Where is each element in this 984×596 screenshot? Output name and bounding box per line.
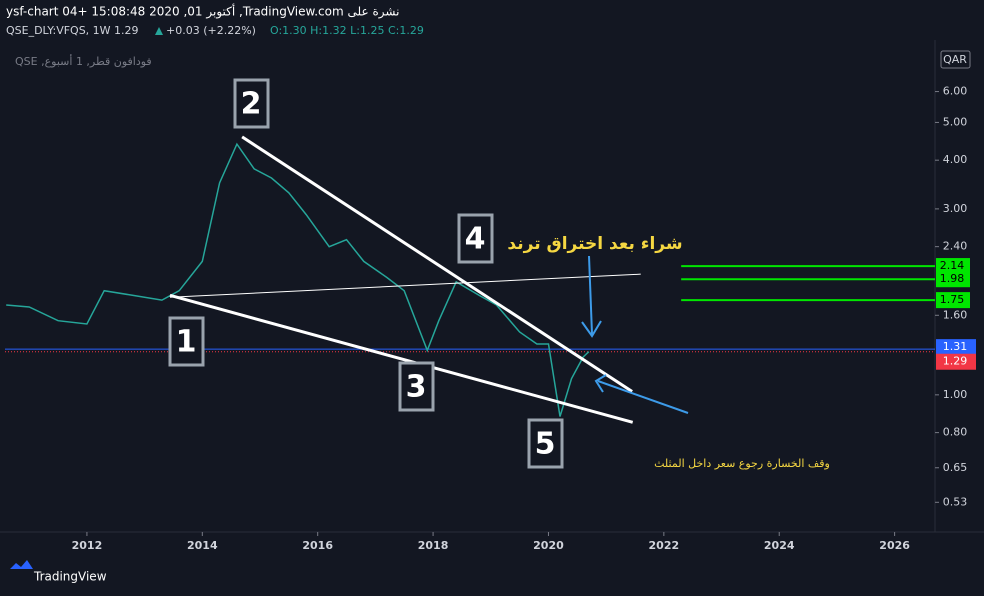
- trendline: [169, 273, 641, 298]
- level-label: 2.14: [940, 259, 965, 272]
- up-arrow: [155, 27, 163, 35]
- trendline: [241, 135, 633, 393]
- price-label: 1.31: [943, 340, 968, 353]
- y-tick-label: 0.80: [943, 426, 968, 439]
- buy-annotation: شراء بعد اختراق ترند: [507, 234, 682, 254]
- x-tick-label: 2026: [879, 539, 910, 552]
- arrows: [581, 255, 689, 414]
- y-tick-label: 1.00: [943, 388, 968, 401]
- y-tick-label: 3.00: [943, 202, 968, 215]
- price-label-bg: [936, 353, 976, 370]
- logo: [10, 560, 33, 569]
- trendline: [169, 293, 634, 424]
- x-tick-label: 2012: [72, 539, 103, 552]
- level-label-bg: [936, 292, 970, 309]
- x-tick-label: 2024: [764, 539, 795, 552]
- watermark: QSE ,فودافون قطر, 1 أسبوع: [15, 54, 152, 68]
- wave-label: 5: [535, 427, 556, 462]
- x-tick-label: 2022: [649, 539, 680, 552]
- wave-label: 3: [406, 370, 427, 405]
- wave-label: 2: [241, 87, 262, 122]
- x-tick-label: 2016: [302, 539, 333, 552]
- symbol: QSE_DLY:VFQS, 1W 1.29: [6, 24, 139, 37]
- stop-annotation: وقف الخسارة رجوع سعر داخل المثلث: [654, 457, 830, 470]
- wave-box: [527, 418, 564, 469]
- level-label: 1.98: [940, 272, 965, 285]
- change: +0.03 (+2.22%): [166, 24, 256, 37]
- y-tick-label: 6.00: [943, 85, 968, 98]
- y-tick-label: 1.60: [943, 308, 968, 321]
- wave-box: [168, 316, 205, 367]
- price-label: 1.29: [943, 355, 968, 368]
- wave-box: [398, 361, 435, 412]
- x-tick-label: 2014: [187, 539, 218, 552]
- level-label: 1.75: [940, 293, 965, 306]
- x-tick-label: 2020: [533, 539, 564, 552]
- y-tick-label: 4.00: [943, 153, 968, 166]
- currency-box: [940, 50, 971, 69]
- level-label-bg: [936, 258, 970, 275]
- level-label-bg: [936, 271, 970, 288]
- y-tick-label: 5.00: [943, 115, 968, 128]
- currency: QAR: [943, 53, 967, 66]
- wave-box: [457, 213, 494, 264]
- wave-label: 1: [176, 325, 197, 360]
- x-tick-label: 2018: [418, 539, 449, 552]
- footer: TradingView: [33, 570, 107, 584]
- wave-label: 4: [465, 222, 486, 257]
- ohlc: O:1.30 H:1.32 L:1.25 C:1.29: [270, 24, 424, 37]
- header-line: ysf-chart 04+ 15:08:48 2020 ,01 أكتوبر ,…: [6, 4, 399, 20]
- wave-box: [233, 78, 270, 129]
- price-line-series: [6, 142, 590, 417]
- y-tick-label: 0.65: [943, 461, 968, 474]
- price-label-bg: [936, 339, 976, 356]
- y-tick-label: 0.53: [943, 495, 968, 508]
- y-tick-label: 2.40: [943, 240, 968, 253]
